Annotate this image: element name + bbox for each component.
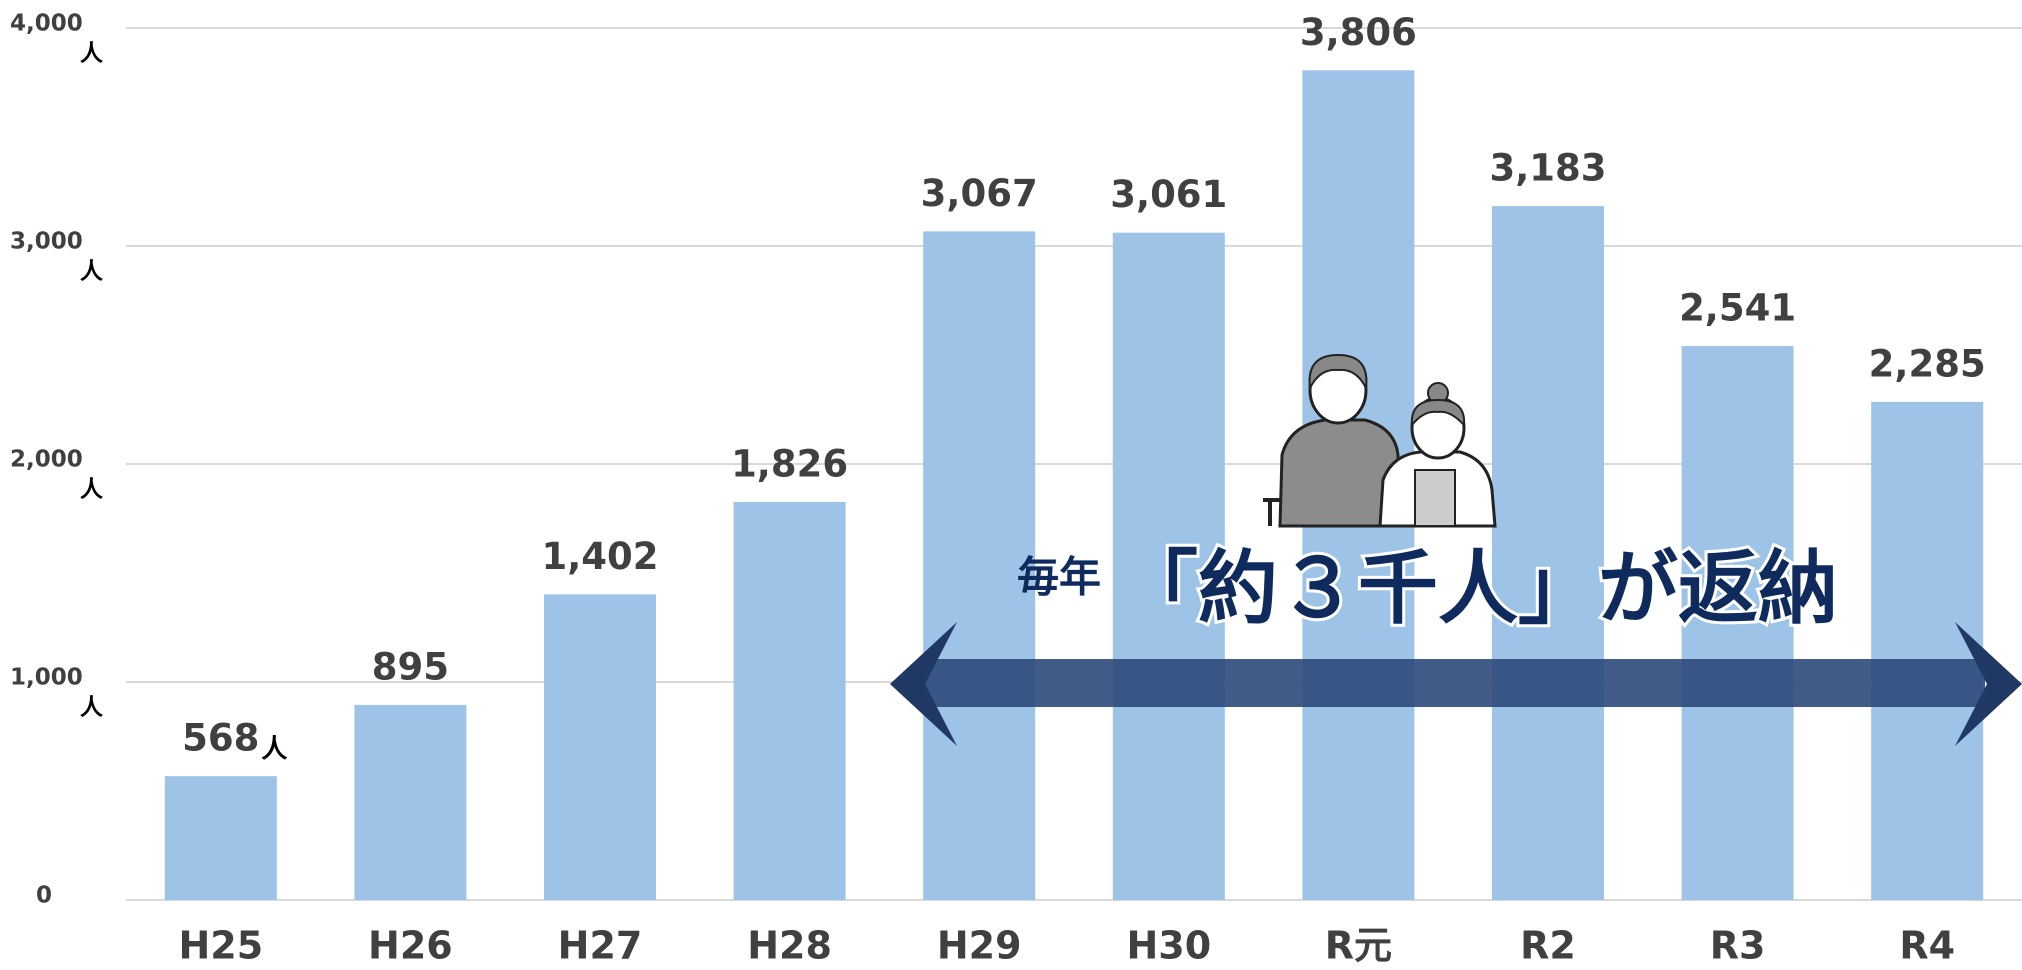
x-tick-label: H27: [558, 924, 643, 968]
value-label: 3,067: [921, 172, 1038, 215]
value-label: 3,061: [1110, 173, 1227, 216]
double-arrow: [890, 622, 2022, 746]
x-tick-label: H29: [937, 924, 1022, 968]
x-tick-label: R3: [1710, 924, 1766, 968]
value-label: 3,183: [1489, 147, 1606, 190]
arrow-shaft: [925, 659, 1985, 707]
x-tick-label: R2: [1520, 924, 1576, 968]
value-label: 2,541: [1679, 287, 1796, 330]
bar: [354, 705, 466, 900]
bar: [1871, 402, 1983, 900]
x-tick-label: H30: [1126, 924, 1211, 968]
x-tick-label: H25: [178, 924, 263, 968]
y-unit: 人: [80, 477, 104, 503]
y-tick-label: 1,000: [10, 665, 83, 691]
y-unit: 人: [80, 259, 104, 285]
y-tick-label: 4,000: [10, 11, 83, 37]
value-label: 568: [182, 717, 259, 760]
y-unit: 人: [80, 695, 104, 721]
y-tick-label: 2,000: [10, 447, 83, 473]
value-label: 1,826: [731, 442, 848, 485]
bar: [544, 594, 656, 900]
y-unit: 人: [80, 41, 104, 67]
annotation-prefix: 毎年: [1017, 553, 1101, 602]
value-label: 895: [372, 645, 449, 688]
bar: [734, 502, 846, 900]
annotation-text: 「約３千人」が返納: [1118, 542, 1838, 635]
y-tick-label: 3,000: [10, 229, 83, 255]
value-label: 2,285: [1869, 342, 1986, 385]
value-label: 3,806: [1300, 11, 1417, 54]
value-label: 1,402: [541, 535, 658, 578]
x-tick-label: H28: [747, 924, 832, 968]
bar: [165, 776, 277, 900]
x-tick-label: R元: [1325, 924, 1392, 968]
y-tick-label: 0: [36, 883, 52, 909]
x-tick-label: H26: [368, 924, 453, 968]
value-unit: 人: [261, 735, 287, 765]
chart: 01,000人2,000人3,000人4,000人 H25568人H26895H…: [0, 0, 2022, 970]
x-tick-label: R4: [1899, 924, 1955, 968]
